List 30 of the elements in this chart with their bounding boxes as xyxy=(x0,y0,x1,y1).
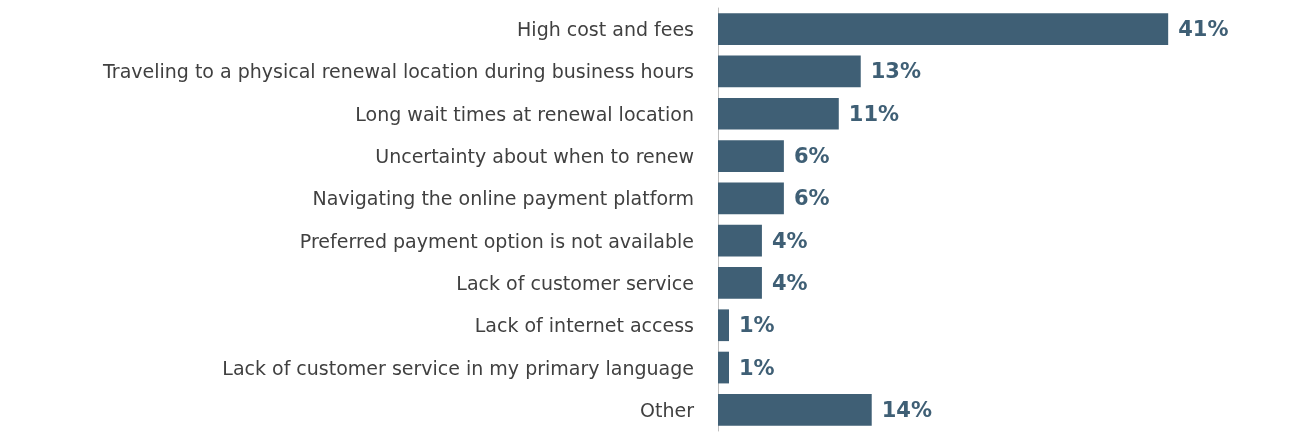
y-tick-label: Lack of customer service in my primary language xyxy=(222,356,694,379)
y-tick-label: Traveling to a physical renewal location during business hours xyxy=(102,60,694,83)
bar xyxy=(718,13,1169,46)
bar xyxy=(718,393,872,426)
y-tick-label: Lack of customer service xyxy=(456,271,694,294)
data-label: 14% xyxy=(881,397,932,422)
bar xyxy=(718,97,839,130)
data-label: 6% xyxy=(793,144,830,169)
data-label: 1% xyxy=(738,313,775,338)
data-label: 1% xyxy=(738,355,775,380)
bar xyxy=(718,351,729,384)
y-tick-label: Lack of internet access xyxy=(474,314,694,337)
data-label: 13% xyxy=(870,59,922,84)
bar xyxy=(718,224,762,257)
data-label: 4% xyxy=(771,270,808,295)
y-tick-label: Uncertainty about when to renew xyxy=(375,145,694,168)
y-tick-label: High cost and fees xyxy=(517,18,694,41)
y-tick-label: Navigating the online payment platform xyxy=(312,187,694,210)
bar xyxy=(718,267,762,299)
data-label: 41% xyxy=(1178,17,1229,42)
bar xyxy=(718,55,861,88)
data-label: 6% xyxy=(793,186,830,211)
data-label: 4% xyxy=(771,228,808,253)
bar xyxy=(718,182,784,215)
y-tick-label: Preferred payment option is not available xyxy=(299,229,694,252)
data-label: 11% xyxy=(848,101,900,126)
bar xyxy=(718,140,784,172)
y-tick-label: Long wait times at renewal location xyxy=(355,102,694,125)
y-tick-label: Other xyxy=(640,398,695,421)
bar xyxy=(718,309,729,342)
